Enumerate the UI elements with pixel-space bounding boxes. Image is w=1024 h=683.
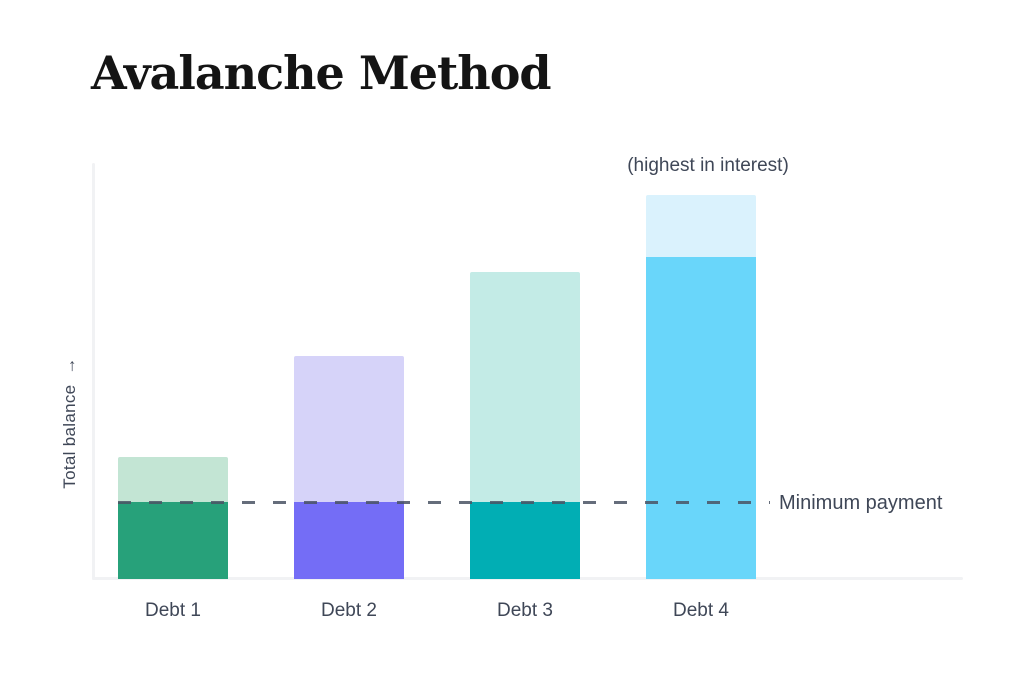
bar-segment-remaining-balance [470,272,580,502]
bar-segment-minimum-payment [294,502,404,579]
bar-segment-remaining-balance [294,356,404,502]
page-title: Avalanche Method [91,46,552,100]
y-axis-label: Total balance → [60,357,80,488]
bar-debt-1 [118,457,228,579]
bar-segment-remaining-balance [646,195,756,257]
minimum-payment-dashed-line [118,501,770,504]
x-axis-label: Debt 3 [497,600,553,621]
bar-debt-2 [294,356,404,579]
up-arrow-icon: → [60,357,79,375]
bar-segment-minimum-payment [470,502,580,579]
bar-segment-minimum-payment [118,502,228,579]
x-axis-label: Debt 4 [673,600,729,621]
minimum-payment-label: Minimum payment [779,492,943,514]
y-axis-label-text: Total balance [60,384,79,489]
x-axis-label: Debt 2 [321,600,377,621]
bar-segment-payment-focus [646,257,756,579]
bar-debt-3 [470,272,580,579]
highest-interest-annotation: (highest in interest) [627,155,789,176]
x-axis-label: Debt 1 [145,600,201,621]
bar-debt-4 [646,195,756,579]
bar-segment-remaining-balance [118,457,228,502]
y-axis-line [92,163,95,580]
